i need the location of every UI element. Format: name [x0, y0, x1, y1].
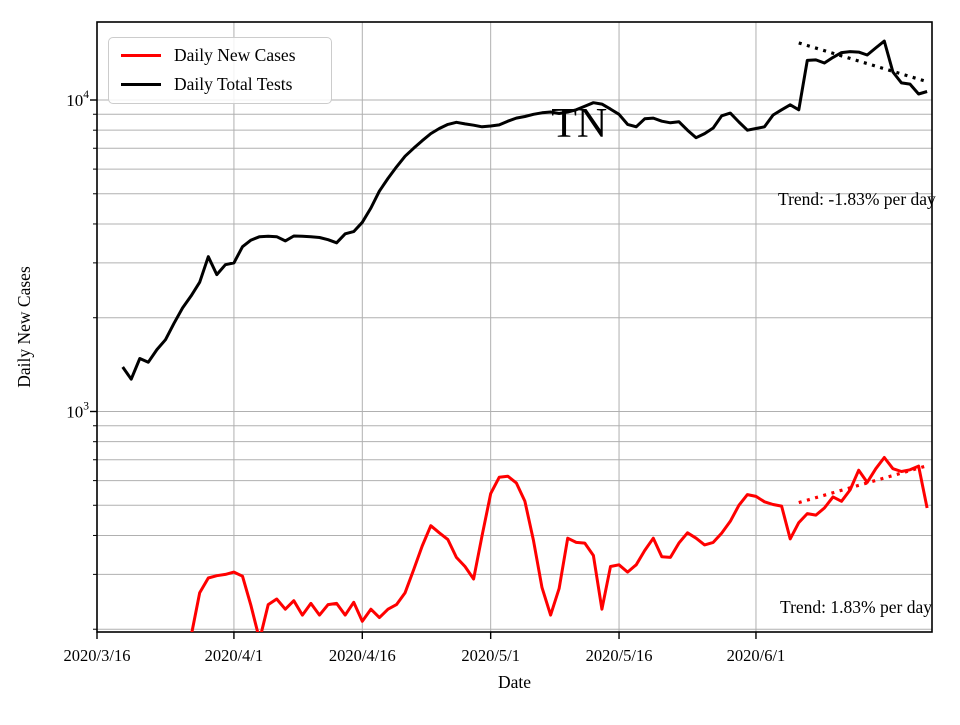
red-line-swatch-icon — [121, 54, 161, 58]
x-axis-label: Date — [498, 672, 531, 692]
legend-label-daily-total-tests: Daily Total Tests — [174, 73, 293, 94]
y-tick-label: 103 — [66, 401, 89, 422]
x-tick-label: 2020/5/1 — [461, 646, 520, 665]
state-annotation: TN — [551, 101, 607, 147]
x-tick-label: 2020/3/16 — [64, 646, 131, 665]
legend: Daily New Cases Daily Total Tests — [108, 37, 332, 104]
y-axis-label: Daily New Cases — [14, 266, 34, 388]
legend-item-daily-total-tests: Daily Total Tests — [121, 74, 321, 96]
series-line-daily-new-cases — [190, 456, 929, 632]
cases-trend-dotted-line — [798, 464, 928, 505]
x-axis: 2020/3/16 2020/4/1 2020/4/16 2020/5/1 2020/5… — [64, 632, 786, 665]
x-tick-label: 2020/5/16 — [586, 646, 653, 665]
y-tick-label: 104 — [66, 89, 89, 110]
series-line-daily-total-tests — [121, 39, 928, 381]
legend-label-daily-new-cases: Daily New Cases — [174, 45, 296, 65]
x-tick-label: 2020/4/16 — [329, 646, 396, 665]
black-line-swatch-icon — [121, 83, 161, 87]
x-tick-label: 2020/4/1 — [205, 646, 264, 665]
tests-trend-label: Trend: -1.83% per day — [778, 189, 936, 209]
cases-trend-label: Trend: 1.83% per day — [780, 597, 932, 617]
plot-border — [96, 21, 933, 633]
gridlines — [96, 22, 932, 632]
x-tick-label: 2020/6/1 — [727, 646, 786, 665]
y-axis: 103 104 — [66, 89, 97, 630]
legend-item-daily-new-cases: Daily New Cases — [121, 45, 321, 67]
tests-trend-dotted-line — [798, 41, 928, 84]
